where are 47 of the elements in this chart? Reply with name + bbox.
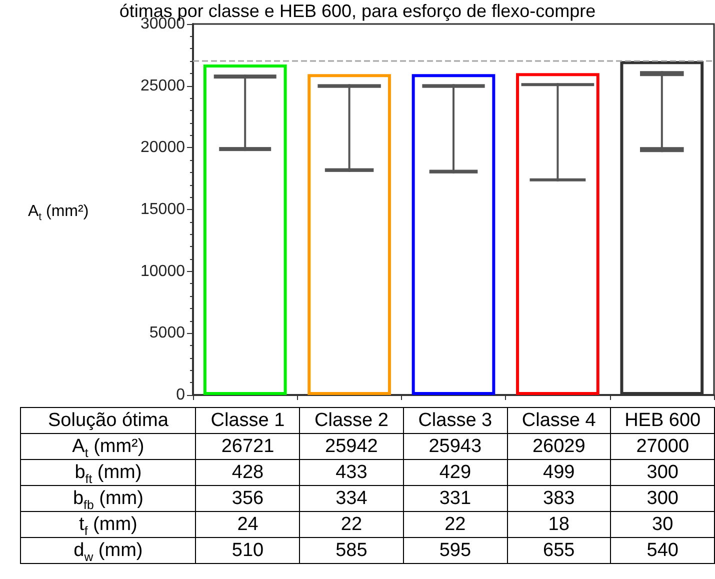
bar <box>308 74 391 395</box>
text: 30 <box>610 512 714 538</box>
text: 22 <box>300 512 404 538</box>
text: b$_{fb}$ (mm) <box>20 486 196 512</box>
bar <box>412 74 496 395</box>
text: 331 <box>403 486 508 512</box>
text: 356 <box>196 486 300 512</box>
text: t$_{f}$ (mm) <box>20 512 196 538</box>
text: 300 <box>610 460 714 486</box>
y-axis-title: A$_{t}$ (mm²) <box>20 434 196 460</box>
y-tick-label: 20000 <box>140 139 186 156</box>
x-tick-label: Classe 3 <box>403 408 508 434</box>
bar <box>203 64 287 395</box>
text: d$_{w}$ (mm) <box>20 538 196 564</box>
text: 24 <box>196 512 300 538</box>
text: 334 <box>300 486 404 512</box>
bar <box>516 73 600 395</box>
y-tick-label: 15000 <box>140 201 186 218</box>
data-label: 26029 <box>507 434 611 460</box>
text: 18 <box>507 512 611 538</box>
y-tick-label: 25000 <box>140 77 186 94</box>
text: 22 <box>403 512 508 538</box>
x-tick-label: Classe 2 <box>300 408 404 434</box>
text: b$_{ft}$ (mm) <box>20 460 196 486</box>
x-axis-title: Solução ótima <box>20 408 196 434</box>
text: 585 <box>300 538 404 564</box>
x-tick-label: Classe 4 <box>507 408 611 434</box>
text: 595 <box>403 538 508 564</box>
text: 433 <box>300 460 404 486</box>
y-tick-label: 10000 <box>140 262 186 280</box>
text: 510 <box>196 538 300 564</box>
text: 499 <box>507 460 611 486</box>
text: 655 <box>507 538 611 564</box>
text: 383 <box>507 486 611 512</box>
text: 428 <box>196 460 300 486</box>
text: 300 <box>610 486 714 512</box>
x-tick-label: Classe 1 <box>196 408 300 434</box>
x-tick-label: HEB 600 <box>610 408 714 434</box>
text: 540 <box>610 538 714 564</box>
data-label: 25942 <box>300 434 404 460</box>
text: 429 <box>403 460 508 486</box>
data-label: 26721 <box>196 434 300 460</box>
data-label: 25943 <box>403 434 508 460</box>
y-tick-label: 5000 <box>149 324 186 342</box>
y-tick-label: 0 <box>176 386 186 404</box>
text: A$_{t}$ (mm²) <box>28 203 89 224</box>
data-label: 27000 <box>610 434 714 460</box>
